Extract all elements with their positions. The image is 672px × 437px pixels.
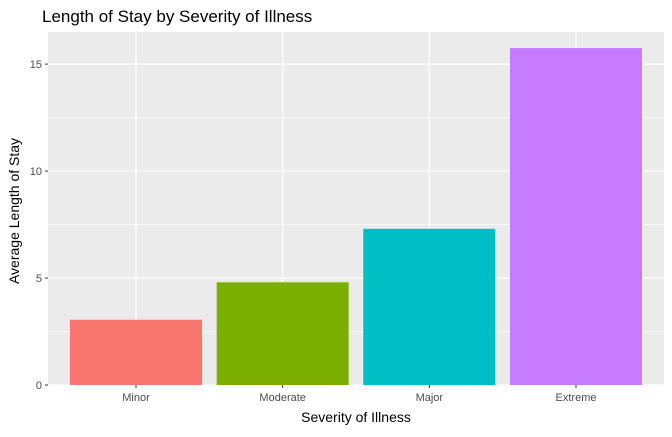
- bars: [70, 48, 642, 385]
- y-axis-title: Average Length of Stay: [6, 138, 22, 284]
- bar-major: [363, 228, 496, 385]
- bar-extreme: [510, 48, 642, 385]
- x-tick-label: Major: [416, 392, 444, 404]
- y-tick-label: 5: [36, 273, 42, 285]
- bar-minor: [70, 319, 202, 385]
- x-tick-label: Minor: [122, 392, 150, 404]
- chart-title: Length of Stay by Severity of Illness: [42, 7, 312, 26]
- x-tick-label: Extreme: [556, 392, 597, 404]
- y-axis-ticks: 0 5 10 15: [30, 59, 48, 392]
- x-axis-title: Severity of Illness: [301, 409, 411, 425]
- x-axis-ticks: Minor Moderate Major Extreme: [122, 385, 596, 404]
- y-tick-label: 15: [30, 59, 42, 71]
- y-tick-label: 0: [36, 380, 42, 392]
- y-tick-label: 10: [30, 166, 42, 178]
- bar-moderate: [216, 282, 349, 385]
- x-tick-label: Moderate: [259, 392, 305, 404]
